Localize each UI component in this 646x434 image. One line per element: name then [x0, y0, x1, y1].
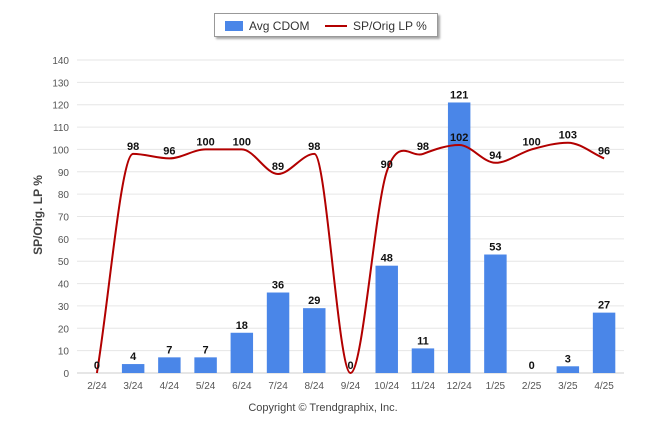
- x-tick-label: 3/24: [123, 381, 143, 392]
- line-data-labels: 98 96 100 100 89 98 90 98 102 94 100 103 96: [127, 130, 610, 173]
- y-axis-label: SP/Orig. LP %: [31, 175, 45, 255]
- x-tick-label: 12/24: [447, 381, 472, 392]
- x-tick-label: 1/25: [486, 381, 506, 392]
- bar-data-label: 4: [130, 351, 137, 363]
- bar: [230, 332, 254, 373]
- legend-line-swatch: [325, 25, 347, 27]
- line-path: [95, 141, 605, 375]
- y-tick-label: 130: [52, 78, 69, 89]
- x-tick-label: 2/24: [87, 381, 107, 392]
- y-tick-label: 20: [58, 324, 70, 335]
- bar: [447, 102, 471, 373]
- line-data-label: 100: [233, 136, 251, 148]
- y-tick-label: 50: [58, 257, 70, 268]
- bar-data-label: 36: [272, 280, 284, 292]
- bar-data-label: 3: [565, 353, 571, 365]
- bar: [375, 265, 398, 373]
- legend: Avg CDOM SP/Orig LP %: [214, 13, 438, 37]
- bar-data-label: 0: [529, 360, 535, 372]
- x-tick-label: 10/24: [374, 381, 399, 392]
- bar: [556, 366, 580, 373]
- line-data-label: 98: [127, 141, 139, 153]
- line-data-label: 98: [417, 141, 429, 153]
- legend-line-label: SP/Orig LP %: [353, 19, 427, 33]
- bar-data-label: 48: [381, 253, 393, 265]
- bar-series: [121, 102, 616, 373]
- x-tick-label: 9/24: [341, 381, 361, 392]
- legend-bar-swatch: [225, 21, 243, 31]
- x-tick-label: 4/24: [160, 381, 180, 392]
- x-tick-label: 2/25: [522, 381, 542, 392]
- bar: [303, 308, 326, 373]
- line-data-label: 90: [381, 159, 393, 171]
- line-data-label: 103: [559, 130, 577, 142]
- bar: [592, 312, 616, 373]
- legend-bar-label: Avg CDOM: [249, 19, 310, 33]
- bar: [158, 357, 181, 373]
- bar-data-label: 7: [166, 344, 172, 356]
- y-tick-label: 30: [58, 302, 70, 313]
- legend-item-bar: Avg CDOM: [225, 19, 309, 33]
- x-tick-label: 3/25: [558, 381, 578, 392]
- bar-data-label: 0: [94, 360, 100, 372]
- bar: [411, 348, 435, 373]
- grid-lines: [77, 59, 624, 374]
- y-tick-label: 0: [63, 369, 69, 380]
- y-tick-label: 110: [53, 123, 69, 134]
- bar-data-labels: 0 4 7 7 18 36 29 0 48 11 121 53 0 3 27: [94, 89, 610, 372]
- copyright-text: Copyright © Trendgraphix, Inc.: [248, 402, 398, 414]
- bar-data-label: 11: [417, 335, 429, 347]
- y-tick-label: 40: [58, 280, 70, 291]
- y-axis-ticks: 0 10 20 30 40 50 60 70 80 90 100 110 120 130 140: [52, 56, 69, 380]
- y-tick-label: 120: [52, 101, 69, 112]
- line-data-label: 96: [163, 145, 175, 157]
- bar: [121, 364, 145, 373]
- line-series: [95, 141, 605, 375]
- line-data-label: 100: [196, 136, 214, 148]
- bar: [194, 357, 217, 373]
- line-data-label: 100: [522, 136, 540, 148]
- x-tick-label: 5/24: [196, 381, 216, 392]
- bar: [484, 254, 507, 373]
- bar: [266, 292, 290, 373]
- x-tick-label: 6/24: [232, 381, 252, 392]
- y-tick-label: 100: [52, 145, 69, 156]
- y-tick-label: 140: [52, 56, 69, 67]
- line-data-label: 96: [598, 145, 610, 157]
- line-data-label: 98: [308, 141, 320, 153]
- x-tick-label: 8/24: [305, 381, 325, 392]
- x-tick-label: 4/25: [594, 381, 614, 392]
- y-tick-label: 10: [58, 347, 70, 358]
- bar-data-label: 27: [598, 300, 610, 312]
- bar-data-label: 29: [308, 295, 320, 307]
- line-data-label: 89: [272, 161, 284, 173]
- line-data-label: 102: [450, 132, 468, 144]
- line-data-label: 94: [489, 150, 502, 162]
- y-tick-label: 90: [58, 168, 70, 179]
- x-tick-label: 11/24: [411, 381, 436, 392]
- bar-data-label: 0: [347, 360, 353, 372]
- y-tick-label: 80: [58, 190, 70, 201]
- y-tick-label: 70: [58, 213, 70, 224]
- bar-data-label: 53: [489, 242, 501, 254]
- bar-data-label: 7: [203, 344, 209, 356]
- x-axis-ticks: 2/24 3/24 4/24 5/24 6/24 7/24 8/24 9/24 10/24 11/…: [87, 381, 614, 392]
- x-tick-label: 7/24: [268, 381, 288, 392]
- legend-item-line: SP/Orig LP %: [325, 19, 427, 33]
- y-tick-label: 60: [58, 235, 70, 246]
- bar-data-label: 121: [450, 89, 468, 101]
- bar-data-label: 18: [236, 320, 248, 332]
